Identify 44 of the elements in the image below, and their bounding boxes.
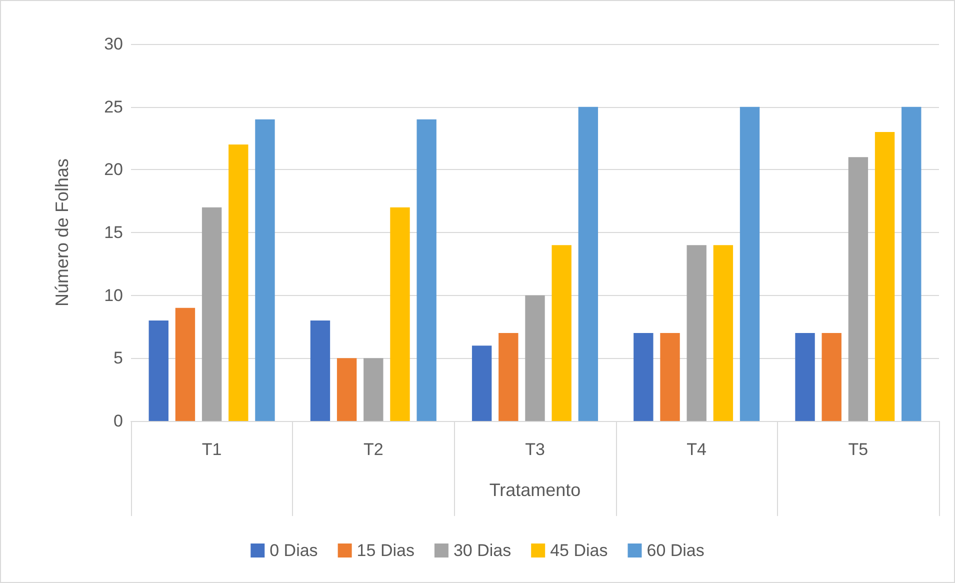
x-tick-label: T2 — [363, 440, 384, 459]
y-tick-label: 0 — [114, 412, 123, 430]
bar — [416, 119, 436, 421]
bar — [525, 295, 545, 421]
bar — [175, 308, 196, 421]
legend-label: 45 Dias — [550, 541, 608, 560]
bar — [498, 333, 518, 421]
y-tick-label: 25 — [104, 97, 123, 116]
y-tick-label: 20 — [104, 160, 123, 180]
bar — [578, 106, 598, 421]
legend-label: 15 Dias — [356, 541, 414, 560]
bar — [795, 333, 815, 421]
y-tick-label: 30 — [104, 34, 123, 54]
legend-label: 30 Dias — [453, 541, 512, 560]
bar — [552, 245, 572, 421]
bar — [874, 132, 895, 421]
bar — [822, 333, 842, 421]
bar — [634, 333, 654, 421]
bar — [310, 320, 330, 421]
x-tick-label: T3 — [525, 440, 545, 459]
bar — [902, 106, 922, 421]
bar — [713, 245, 734, 421]
bar — [228, 144, 248, 421]
y-tick-label: 5 — [114, 348, 123, 368]
x-tick-label: T1 — [202, 440, 222, 459]
bar — [390, 207, 410, 421]
y-axis-title: Número de Folhas — [52, 158, 72, 307]
x-tick-label: T4 — [686, 440, 707, 459]
bar — [336, 358, 357, 421]
legend-label: 60 Dias — [646, 541, 704, 560]
bar — [202, 207, 222, 421]
y-tick-label: 15 — [104, 223, 123, 242]
bar — [364, 358, 384, 421]
bar — [255, 119, 275, 421]
bar — [472, 346, 492, 421]
bar — [740, 106, 760, 421]
bar — [848, 157, 868, 421]
x-tick-label: T5 — [848, 440, 868, 459]
bar — [686, 245, 706, 421]
y-tick-label: 10 — [104, 286, 123, 305]
legend-label: 0 Dias — [270, 541, 318, 560]
x-axis-title: Tratamento — [489, 480, 581, 500]
bar — [660, 333, 680, 421]
bar — [148, 320, 168, 421]
